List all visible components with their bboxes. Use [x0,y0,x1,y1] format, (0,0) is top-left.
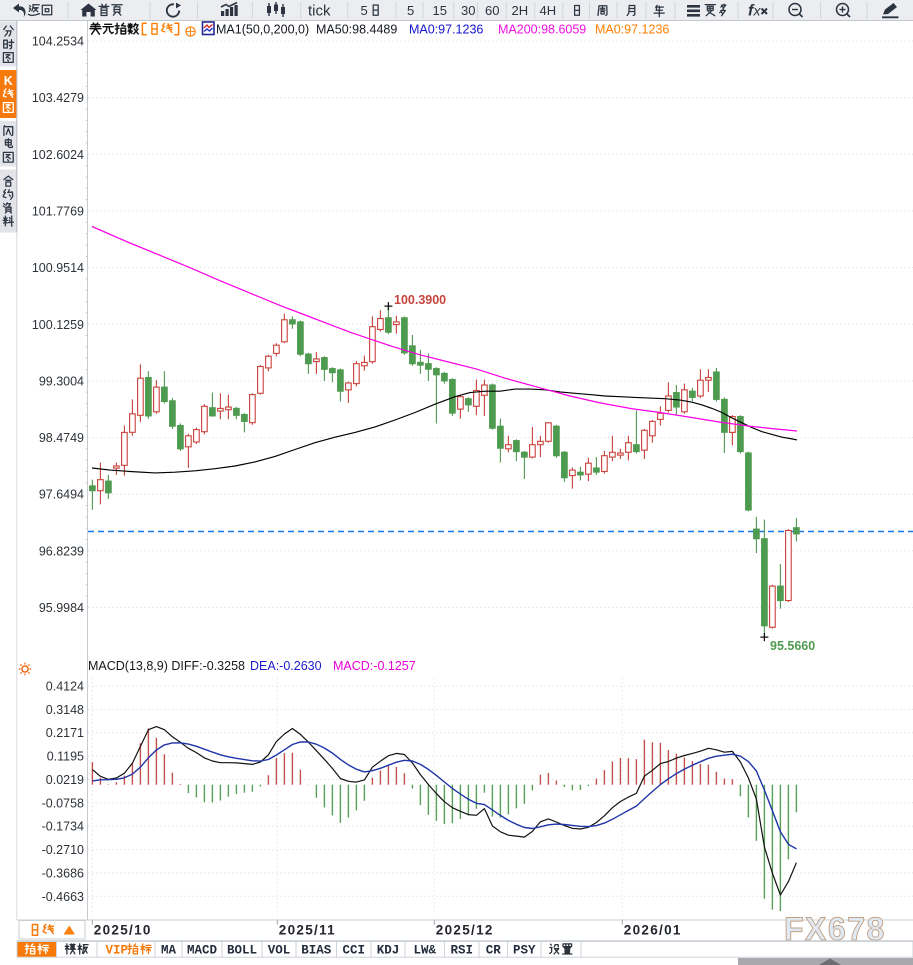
svg-text:PSY: PSY [513,944,536,958]
svg-text:MACD(13,8,9) DIFF:-0.3258: MACD(13,8,9) DIFF:-0.3258 [88,659,245,673]
svg-text:BOLL: BOLL [227,944,257,958]
svg-text:VOL: VOL [268,944,291,958]
svg-text:-0.1734: -0.1734 [42,820,84,834]
svg-text:0.3148: 0.3148 [46,703,84,717]
svg-text:2H: 2H [512,3,529,18]
svg-text:MA50:98.4489: MA50:98.4489 [316,23,397,37]
svg-text:-0.3686: -0.3686 [42,866,84,880]
svg-text:MA: MA [161,944,177,958]
svg-text:96.8239: 96.8239 [39,544,84,558]
svg-text:60: 60 [485,3,499,18]
svg-text:K: K [4,74,13,88]
svg-text:MA1(50,0,200,0): MA1(50,0,200,0) [216,23,309,37]
svg-text:CR: CR [486,944,502,958]
svg-text:-0.2710: -0.2710 [42,843,84,857]
svg-text:2025/11: 2025/11 [279,923,336,938]
svg-text:101.7769: 101.7769 [32,204,84,218]
svg-text:-0.4663: -0.4663 [42,890,84,904]
svg-text:4H: 4H [540,3,557,18]
svg-text:MA0:97.1236: MA0:97.1236 [595,23,669,37]
svg-text:100.9514: 100.9514 [32,261,84,275]
svg-text:100.3900: 100.3900 [394,293,446,307]
svg-text:f: f [748,3,755,20]
svg-text:100.1259: 100.1259 [32,318,84,332]
svg-text:103.4279: 103.4279 [32,91,84,105]
svg-text:99.3004: 99.3004 [39,374,84,388]
svg-text:MACD: MACD [187,944,218,958]
svg-text:0.2171: 0.2171 [46,726,84,740]
svg-text:0.1195: 0.1195 [47,750,84,764]
svg-text:2026/01: 2026/01 [624,923,682,938]
svg-text:DEA:-0.2630: DEA:-0.2630 [250,659,322,673]
svg-text:BIAS: BIAS [301,944,332,958]
svg-text:MA0:97.1236: MA0:97.1236 [409,23,483,37]
svg-text:tick: tick [308,3,331,20]
svg-text:0.0219: 0.0219 [46,773,84,787]
svg-text:98.4749: 98.4749 [39,431,84,445]
svg-text:95.5660: 95.5660 [770,639,815,653]
svg-text:5: 5 [361,3,368,18]
svg-text:MACD:-0.1257: MACD:-0.1257 [333,659,416,673]
svg-text:MA200:98.6059: MA200:98.6059 [498,23,586,37]
svg-text:RSI: RSI [451,944,474,958]
svg-text:KDJ: KDJ [377,944,400,958]
svg-text:30: 30 [461,3,475,18]
svg-text:102.6024: 102.6024 [32,148,84,162]
svg-text:97.6494: 97.6494 [39,488,84,502]
svg-text:VIP: VIP [106,944,129,958]
svg-text:2025/10: 2025/10 [94,923,152,938]
svg-text:104.2534: 104.2534 [32,35,84,49]
svg-text:5: 5 [407,3,414,18]
svg-text:x: x [753,3,762,19]
svg-text:0.4124: 0.4124 [46,680,84,694]
svg-text:15: 15 [433,3,447,18]
svg-text:LW&: LW& [414,944,437,958]
svg-text:2025/12: 2025/12 [436,923,494,938]
svg-text:95.9984: 95.9984 [39,601,84,615]
svg-text:CCI: CCI [343,944,366,958]
svg-text:-0.0758: -0.0758 [42,796,84,810]
